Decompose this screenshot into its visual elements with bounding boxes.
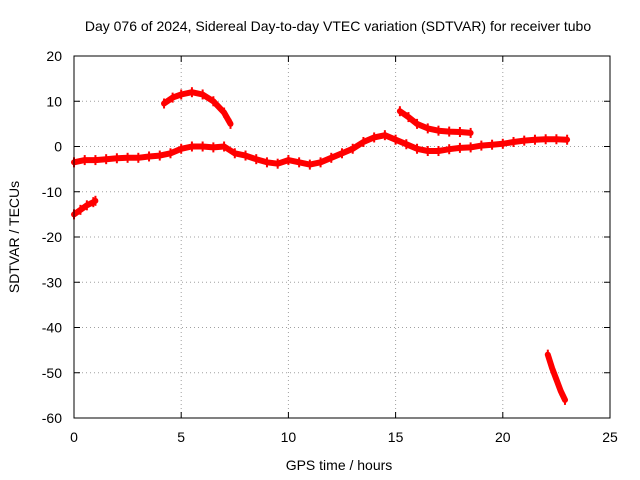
series-afternoon-decay [396,108,474,136]
y-tick-label: -60 [42,410,62,426]
y-tick-label: 10 [46,93,62,109]
y-tick-label: 20 [46,48,62,64]
y-axis-label: SDTVAR / TECUs [6,181,22,293]
x-tick-label: 15 [388,429,404,445]
x-tick-label: 5 [177,429,185,445]
data-series [71,87,571,405]
x-tick-label: 25 [602,429,618,445]
series-early-dip [71,197,99,218]
y-tick-label: -50 [42,365,62,381]
x-axis-label: GPS time / hours [286,457,393,473]
x-tick-label: 20 [495,429,511,445]
tick-labels: 0 5 10 15 20 25 20 10 0 -10 -20 -30 -40 -50 -60 [42,48,618,445]
x-tick-label: 10 [281,429,297,445]
y-tick-label: -40 [42,320,62,336]
grid-lines [74,56,610,418]
chart-title: Day 076 of 2024, Sidereal Day-to-day VTE… [85,18,592,34]
y-tick-label: -30 [42,274,62,290]
y-tick-label: -20 [42,229,62,245]
y-tick-label: 0 [54,139,62,155]
plot-frame [73,55,611,419]
series-morning-arc [161,89,234,127]
x-tick-label: 0 [70,429,78,445]
y-tick-label: -10 [42,184,62,200]
